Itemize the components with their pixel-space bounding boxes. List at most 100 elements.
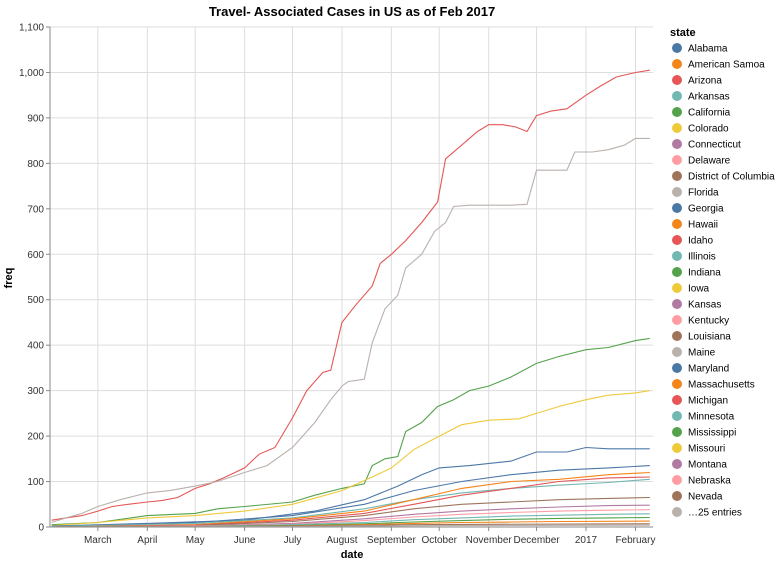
y-tick-label: 300 [27, 386, 44, 397]
y-tick-label: 900 [27, 113, 44, 124]
axes: 0 100 200 300 400 500 600 700 800 900 1,000 1,100 Ma… [19, 23, 655, 547]
legend-swatch [672, 427, 682, 437]
series-line [51, 69, 650, 521]
legend-label: Hawaii [688, 220, 718, 231]
legend-entry: Delaware [672, 155, 731, 167]
series-lines [51, 69, 650, 528]
series-line [51, 478, 650, 528]
y-tick-label: 1,000 [19, 68, 44, 79]
legend-swatch [672, 123, 682, 133]
x-tick-label: August [326, 535, 357, 546]
legend-swatch [672, 203, 682, 213]
legend-swatch [672, 59, 682, 69]
x-tick-label: September [367, 535, 417, 546]
legend-label: Massachusetts [688, 380, 755, 391]
legend-label: Michigan [688, 396, 728, 407]
series-line [51, 471, 650, 528]
legend-swatch [672, 331, 682, 341]
legend-label: Indiana [688, 268, 721, 279]
legend-label: District of Columbia [688, 172, 775, 183]
legend-entry: Idaho [672, 235, 713, 247]
legend-entry: Kansas [672, 299, 721, 311]
chart-title: Travel- Associated Cases in US as of Feb… [209, 4, 495, 19]
legend-entry: Alabama [672, 43, 728, 55]
legend-swatch [672, 235, 682, 245]
legend-entry: Mississippi [672, 427, 736, 439]
legend-swatch [672, 315, 682, 325]
legend-label: Idaho [688, 236, 713, 247]
legend-swatch [672, 91, 682, 101]
legend-label: American Samoa [688, 60, 765, 71]
legend-entry: Louisiana [672, 331, 731, 343]
legend-label: Kansas [688, 300, 721, 311]
legend-label: Arkansas [688, 92, 730, 103]
series-line [51, 496, 650, 528]
y-tick-label: 1,100 [19, 23, 44, 34]
legend-label: Missouri [688, 444, 725, 455]
legend-entry: Connecticut [672, 139, 741, 151]
series-line [51, 465, 650, 528]
gridlines [50, 26, 653, 528]
series-line [51, 337, 650, 526]
legend-swatch [672, 347, 682, 357]
y-tick-label: 800 [27, 159, 44, 170]
legend-label: Connecticut [688, 140, 741, 151]
legend-label: Delaware [688, 156, 731, 167]
legend-entry: California [672, 107, 731, 119]
legend-entry: Kentucky [672, 315, 729, 327]
legend-label: Georgia [688, 204, 724, 215]
legend-swatch [672, 363, 682, 373]
legend-label: Montana [688, 460, 727, 471]
legend-label: Arizona [688, 76, 722, 87]
legend-title: state [670, 27, 696, 39]
legend-label: Mississippi [688, 428, 736, 439]
legend-label: …25 entries [688, 508, 742, 519]
legend-label: Minnesota [688, 412, 735, 423]
x-tick-label: February [615, 535, 655, 546]
legend-entry: Maryland [672, 363, 729, 375]
legend-swatch [672, 251, 682, 261]
legend-entry: Georgia [672, 203, 724, 215]
x-tick-label: October [421, 535, 457, 546]
legend-swatch [672, 187, 682, 197]
y-tick-label: 0 [38, 523, 44, 534]
legend-entry: Michigan [672, 395, 728, 407]
x-axis-title: date [341, 549, 364, 561]
legend-swatch [672, 283, 682, 293]
legend-label: Colorado [688, 124, 729, 135]
legend-entry: Hawaii [672, 219, 718, 231]
legend-label: Illinois [688, 252, 716, 263]
legend-swatch [672, 459, 682, 469]
y-tick-label: 500 [27, 295, 44, 306]
legend-swatch [672, 411, 682, 421]
legend-label: Alabama [688, 44, 728, 55]
x-tick-label: December [513, 535, 560, 546]
y-tick-label: 700 [27, 204, 44, 215]
x-tick-label: March [84, 535, 112, 546]
x-tick-label: June [234, 535, 256, 546]
legend-swatch [672, 443, 682, 453]
legend-entry: American Samoa [672, 59, 765, 71]
legend-entry: Missouri [672, 443, 725, 455]
legend-swatch [672, 507, 682, 517]
y-tick-label: 200 [27, 432, 44, 443]
legend-swatch [672, 139, 682, 149]
x-tick-label: July [284, 535, 302, 546]
legend-entry: Maine [672, 347, 716, 359]
x-tick-label: April [137, 535, 157, 546]
legend-swatch [672, 155, 682, 165]
legend-label: Nevada [688, 492, 723, 503]
series-line [51, 476, 650, 528]
legend-label: Maine [688, 348, 716, 359]
legend-swatch [672, 379, 682, 389]
y-axis-title: freq [3, 268, 15, 289]
legend-label: California [688, 108, 731, 119]
legend-entry: Iowa [672, 283, 710, 295]
x-tick-label: 2017 [575, 535, 598, 546]
legend-swatch [672, 491, 682, 501]
legend-entry: Arizona [672, 75, 722, 87]
legend-entry: Nebraska [672, 475, 731, 487]
y-tick-label: 600 [27, 250, 44, 261]
legend-entry: …25 entries [672, 507, 742, 519]
legend-entry: Florida [672, 187, 719, 199]
